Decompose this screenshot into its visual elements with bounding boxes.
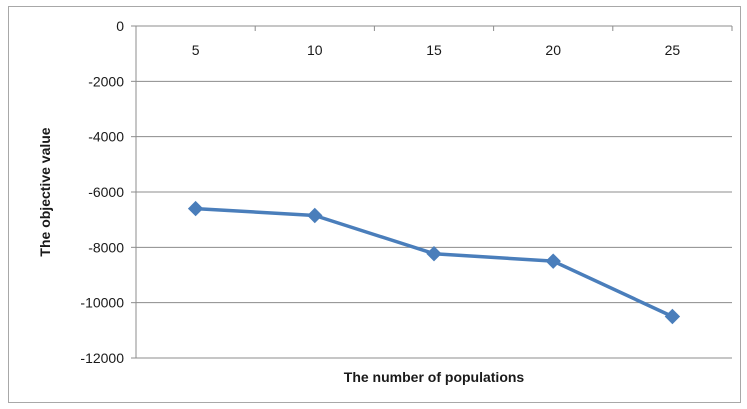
y-axis: 0 -2000 -4000 -6000 -8000 -10000 -12000 — [80, 18, 137, 366]
y-tick-label: -10000 — [80, 295, 124, 311]
data-point — [307, 207, 323, 224]
series-group — [187, 200, 681, 325]
x-tick-label: 10 — [307, 42, 323, 58]
y-tick-label: 0 — [116, 18, 124, 34]
x-axis: 5 10 15 20 25 — [135, 25, 733, 58]
x-axis-title: The number of populations — [344, 369, 525, 385]
y-axis-title: The objective value — [37, 127, 53, 256]
data-point — [187, 200, 204, 217]
y-tick-label: -8000 — [88, 239, 124, 255]
x-tick-label: 5 — [192, 42, 200, 58]
y-tick-label: -6000 — [88, 184, 124, 200]
data-point — [426, 245, 442, 262]
series-line — [195, 206, 674, 319]
x-tick-label: 25 — [665, 42, 681, 58]
data-point — [545, 253, 561, 269]
y-tick-label: -2000 — [88, 73, 124, 89]
chart-frame — [8, 6, 741, 403]
data-point — [664, 308, 681, 325]
x-tick-label: 20 — [545, 42, 561, 58]
y-tick-label: -4000 — [88, 129, 124, 145]
x-tick-label: 15 — [426, 42, 442, 58]
gridlines — [136, 80, 732, 359]
y-tick-label: -12000 — [80, 350, 124, 366]
